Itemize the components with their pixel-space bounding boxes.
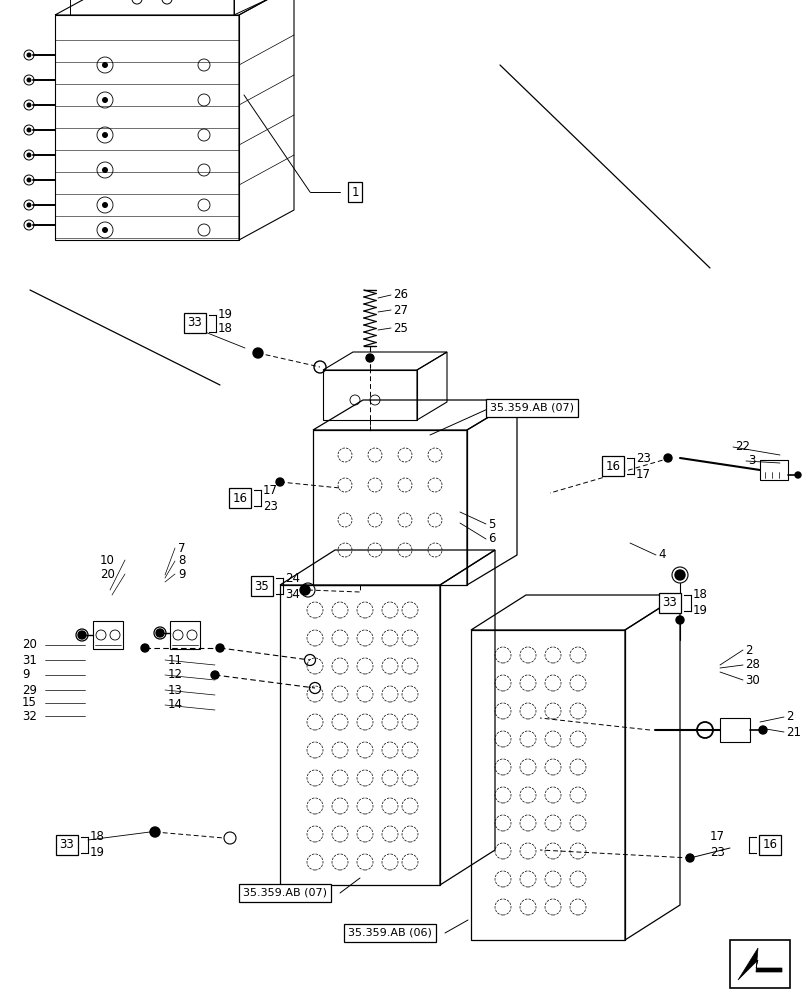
Circle shape <box>27 78 32 83</box>
Text: 35.359.AB (07): 35.359.AB (07) <box>242 888 327 898</box>
Text: 19: 19 <box>692 604 707 617</box>
Circle shape <box>102 227 108 233</box>
Text: 35: 35 <box>255 580 269 592</box>
Circle shape <box>27 178 32 183</box>
Circle shape <box>102 167 108 173</box>
Text: 2: 2 <box>785 710 792 723</box>
Circle shape <box>27 223 32 228</box>
Circle shape <box>102 97 108 103</box>
Text: 28: 28 <box>744 658 759 672</box>
Circle shape <box>78 631 86 639</box>
Circle shape <box>253 348 263 358</box>
Text: 30: 30 <box>744 674 759 686</box>
Bar <box>759 460 787 480</box>
Circle shape <box>216 644 224 652</box>
Text: 1: 1 <box>351 186 358 199</box>
Circle shape <box>102 132 108 138</box>
Circle shape <box>27 103 32 108</box>
Circle shape <box>276 478 284 486</box>
Text: 35.359.AB (07): 35.359.AB (07) <box>489 403 573 413</box>
Circle shape <box>27 128 32 133</box>
Text: 33: 33 <box>187 316 202 330</box>
Circle shape <box>758 726 766 734</box>
Text: 10: 10 <box>100 554 114 566</box>
Text: 3: 3 <box>747 454 754 468</box>
Bar <box>93 621 122 649</box>
Text: 18: 18 <box>90 830 105 843</box>
Circle shape <box>299 585 310 595</box>
Text: 26: 26 <box>393 288 407 302</box>
Text: 19: 19 <box>217 308 233 322</box>
Circle shape <box>27 53 32 58</box>
Text: 9: 9 <box>178 568 185 580</box>
Text: 18: 18 <box>217 322 233 336</box>
Text: 16: 16 <box>232 491 247 504</box>
Text: 22: 22 <box>734 440 749 454</box>
Text: 2: 2 <box>744 644 752 656</box>
Polygon shape <box>737 948 781 980</box>
Bar <box>169 621 200 649</box>
Circle shape <box>794 472 800 478</box>
Text: 14: 14 <box>168 698 182 711</box>
Circle shape <box>27 153 32 158</box>
Circle shape <box>674 570 684 580</box>
Circle shape <box>676 616 683 624</box>
Text: 15: 15 <box>22 696 36 710</box>
Text: 19: 19 <box>90 846 105 859</box>
Text: 31: 31 <box>22 654 36 666</box>
Text: 4: 4 <box>657 548 665 562</box>
Circle shape <box>102 202 108 208</box>
Text: 8: 8 <box>178 554 185 568</box>
Text: 9: 9 <box>22 668 29 682</box>
Text: 20: 20 <box>22 638 36 652</box>
Text: 18: 18 <box>692 588 707 601</box>
Text: 21: 21 <box>785 725 800 738</box>
Text: 29: 29 <box>22 684 37 696</box>
Circle shape <box>156 629 164 637</box>
Text: 13: 13 <box>168 684 182 696</box>
Text: 33: 33 <box>662 596 676 609</box>
Text: 12: 12 <box>168 668 182 682</box>
Text: 16: 16 <box>762 838 777 851</box>
Text: 34: 34 <box>285 587 299 600</box>
Text: 25: 25 <box>393 322 407 334</box>
Circle shape <box>685 854 693 862</box>
Text: 6: 6 <box>487 532 495 546</box>
Circle shape <box>141 644 148 652</box>
Text: 23: 23 <box>263 499 277 512</box>
Text: 16: 16 <box>605 460 620 473</box>
Text: 17: 17 <box>635 468 650 481</box>
Bar <box>719 718 749 742</box>
Text: 11: 11 <box>168 654 182 666</box>
Text: 7: 7 <box>178 542 185 554</box>
Text: 20: 20 <box>100 568 114 580</box>
Circle shape <box>102 62 108 68</box>
Circle shape <box>27 203 32 208</box>
Circle shape <box>366 354 374 362</box>
Text: 17: 17 <box>709 830 724 843</box>
Text: 32: 32 <box>22 710 36 722</box>
Circle shape <box>211 671 219 679</box>
Circle shape <box>663 454 672 462</box>
Text: 27: 27 <box>393 304 407 316</box>
Text: 23: 23 <box>710 846 724 859</box>
Text: 24: 24 <box>285 572 299 584</box>
Text: 17: 17 <box>263 484 277 496</box>
Bar <box>729 940 789 988</box>
Text: 35.359.AB (06): 35.359.AB (06) <box>348 928 431 938</box>
Text: 23: 23 <box>635 452 650 464</box>
Text: 5: 5 <box>487 518 495 530</box>
Text: 33: 33 <box>59 838 75 851</box>
Circle shape <box>150 827 160 837</box>
